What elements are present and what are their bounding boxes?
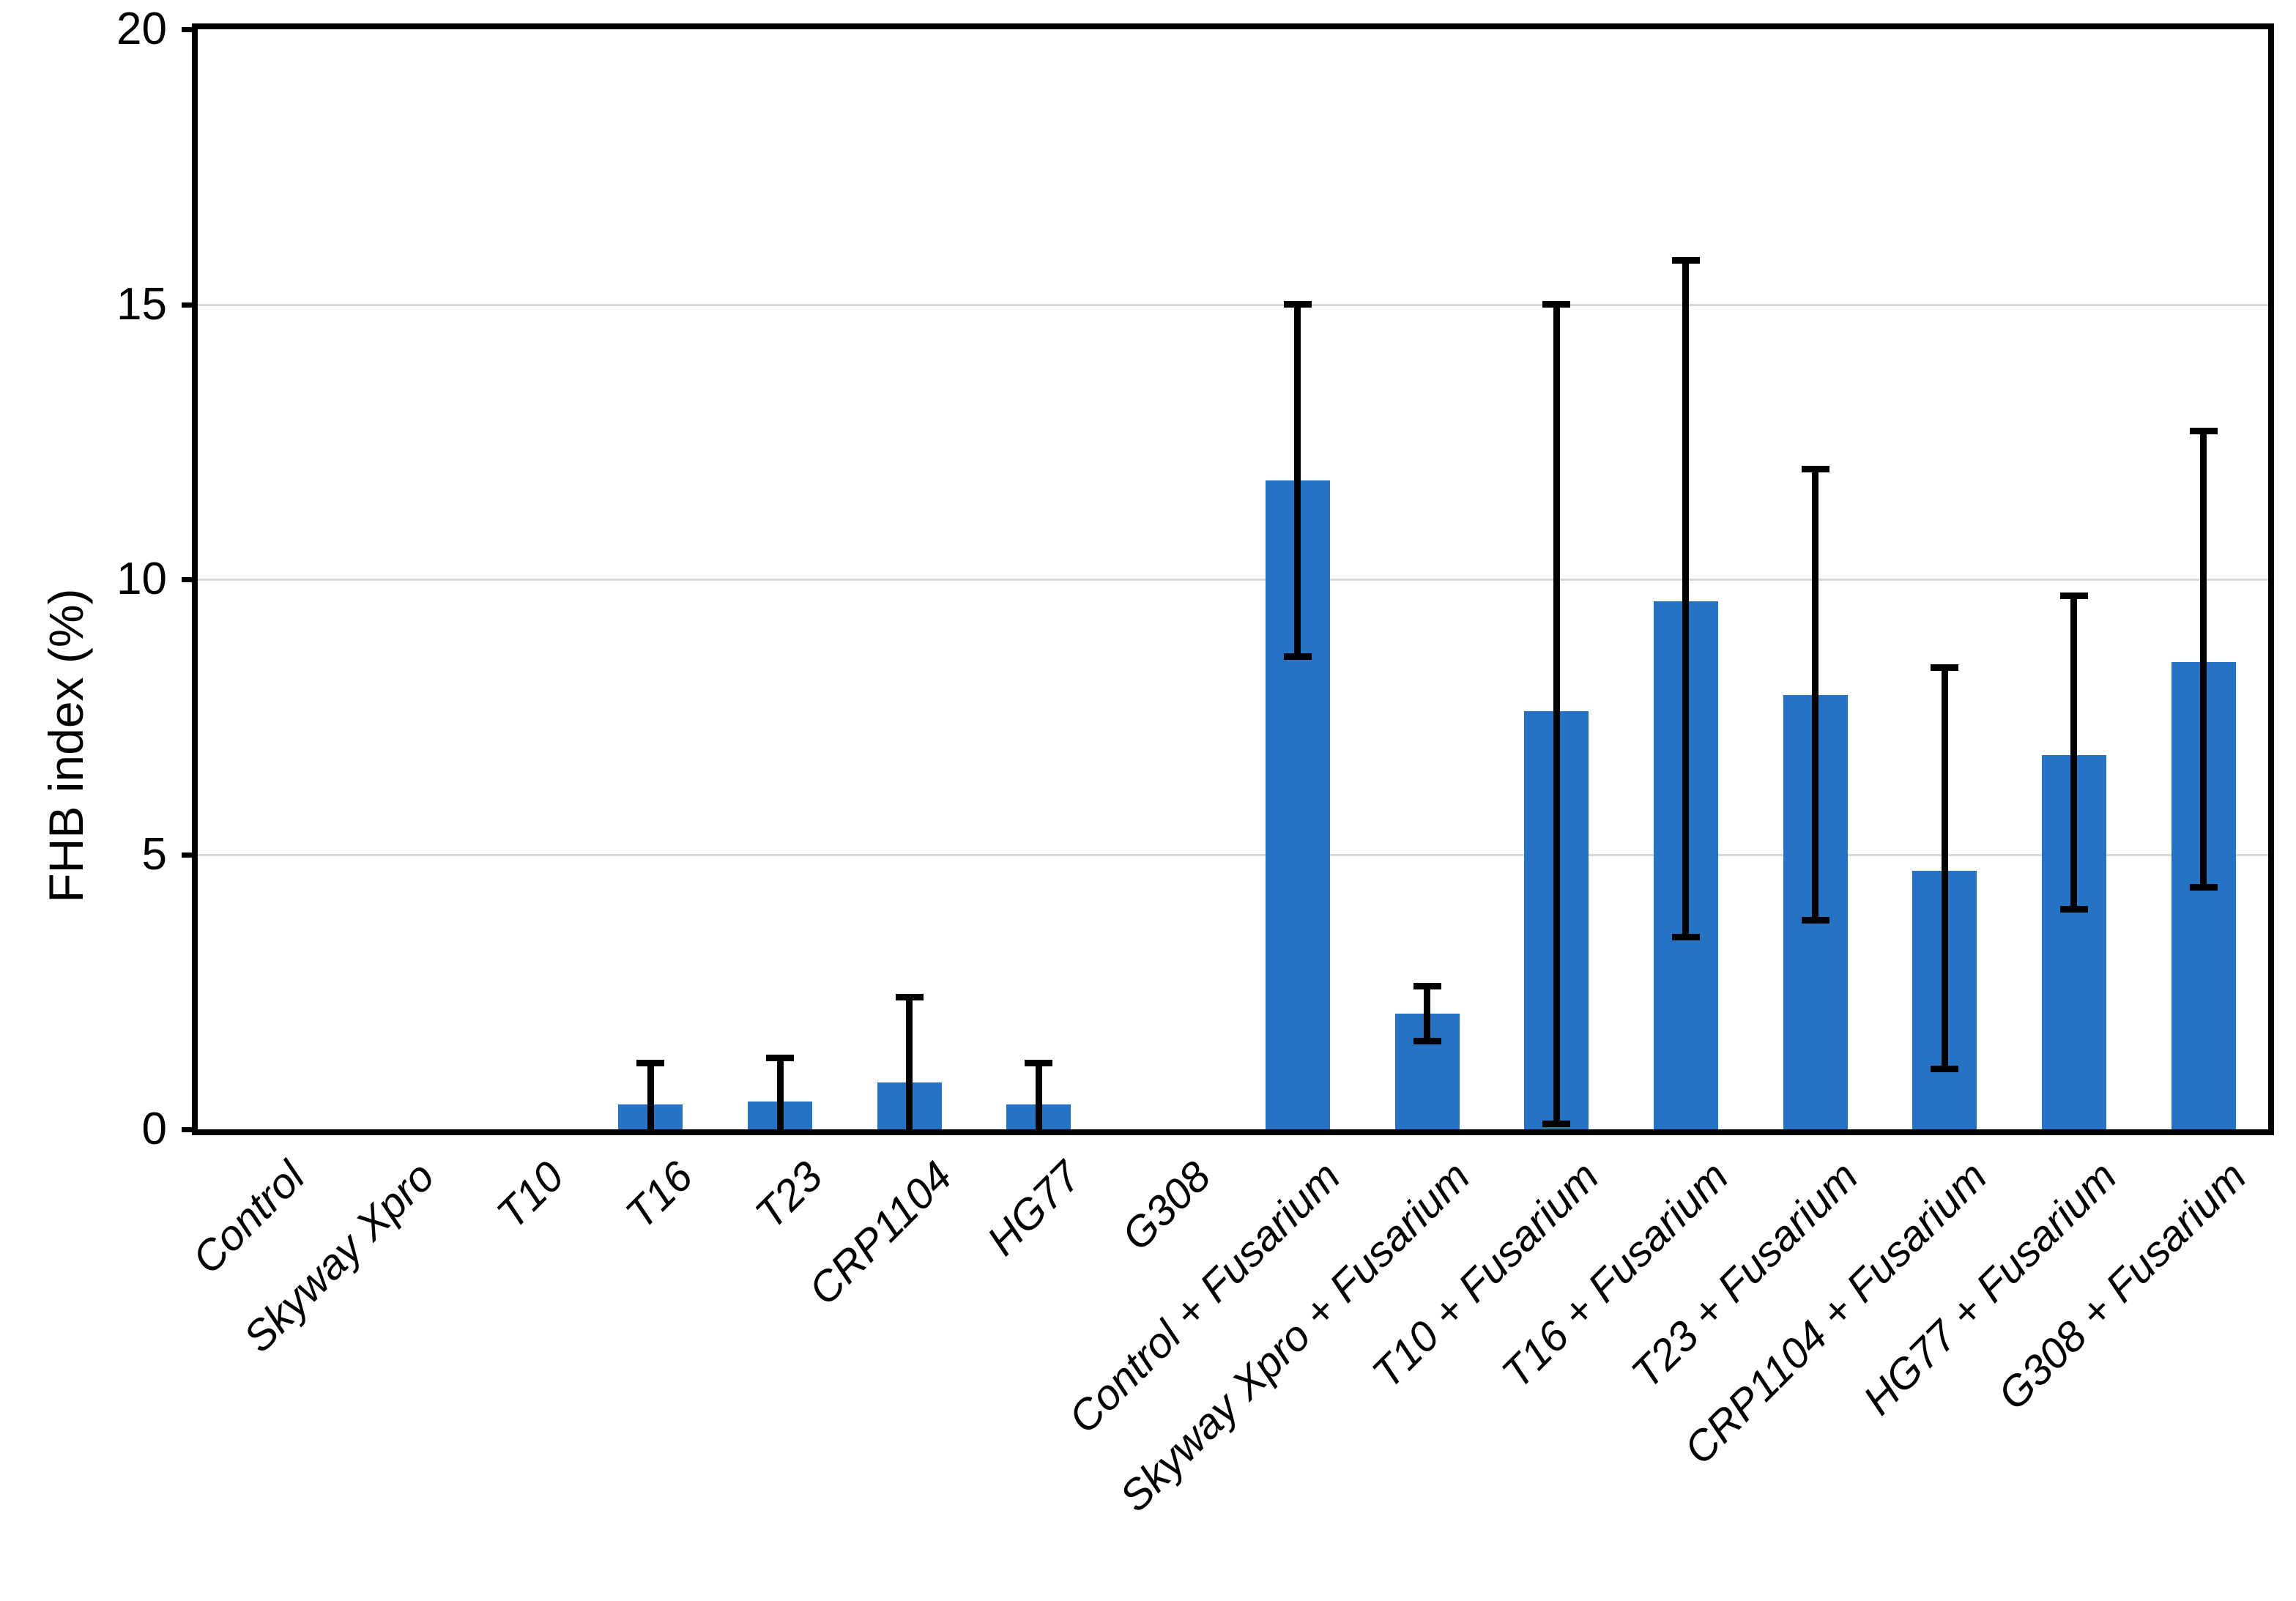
error-bar-whisker [906,997,913,1129]
y-tick-mark-15 [182,302,192,308]
error-bar-whisker [1553,304,1560,1124]
error-bar-cap-lower [1671,933,1700,940]
x-tick-label-control: Control [183,1152,314,1283]
x-tick-label-t16: T16 [617,1152,702,1238]
error-bar-cap-upper [895,994,924,1001]
x-tick-label-t23: T23 [746,1152,832,1238]
y-tick-mark-10 [182,577,192,582]
error-bar-cap-lower [1542,1120,1571,1127]
error-bar-cap-lower [1413,1038,1441,1045]
error-bar-cap-upper [1283,301,1312,308]
y-tick-label-20: 20 [116,4,167,54]
error-bar-whisker [1682,260,1690,937]
x-tick-label-hg77: HG77 [978,1152,1091,1265]
y-tick-label-5: 5 [141,828,167,880]
x-tick-label-g308-fusarium: G308 + Fusarium [1988,1152,2256,1419]
y-tick-mark-20 [182,27,192,32]
error-bar-cap-upper [766,1054,795,1061]
error-bar-whisker [1941,667,1948,1069]
error-bar-cap-upper [636,1060,665,1067]
x-tick-label-g308: G308 [1112,1152,1220,1260]
x-tick-label-t16-fusarium: T16 + Fusarium [1493,1152,1738,1397]
error-bar-whisker [1424,986,1431,1041]
error-bar-whisker [1035,1063,1042,1129]
error-bar-cap-upper [1542,301,1571,308]
error-bar-cap-upper [1801,466,1829,473]
error-bar-cap-upper [2059,593,2088,600]
error-bar-cap-lower [1283,653,1312,660]
gridline-y-10 [198,579,2268,581]
x-tick-label-t10-fusarium: T10 + Fusarium [1363,1152,1608,1397]
error-bar-whisker [647,1063,654,1129]
error-bar-cap-upper [1413,983,1441,990]
y-tick-mark-0 [182,1127,192,1132]
plot-area-border [192,23,2274,1135]
x-tick-label-crp1104: CRP1104 [799,1152,962,1315]
error-bar-whisker [2200,431,2207,888]
error-bar-whisker [1294,304,1301,657]
y-tick-label-0: 0 [141,1104,167,1154]
error-bar-cap-lower [1801,917,1829,924]
y-tick-label-10: 10 [116,554,167,604]
error-bar-whisker [776,1058,784,1129]
error-bar-cap-upper [1025,1060,1053,1067]
error-bar-cap-lower [2059,906,2088,913]
error-bar-cap-lower [2189,884,2218,891]
error-bar-cap-lower [1931,1065,1959,1072]
error-bar-cap-upper [1671,256,1700,264]
gridline-y-5 [198,853,2268,856]
y-tick-label-15: 15 [116,278,167,330]
y-tick-mark-5 [182,852,192,858]
x-tick-label-t10: T10 [487,1152,573,1238]
error-bar-whisker [2070,595,2078,910]
error-bar-cap-upper [1931,664,1959,671]
error-bar-whisker [1812,469,1819,921]
x-tick-label-t23-fusarium: T23 + Fusarium [1621,1152,1868,1397]
error-bar-cap-upper [2189,427,2218,434]
gridline-y-15 [198,303,2268,306]
